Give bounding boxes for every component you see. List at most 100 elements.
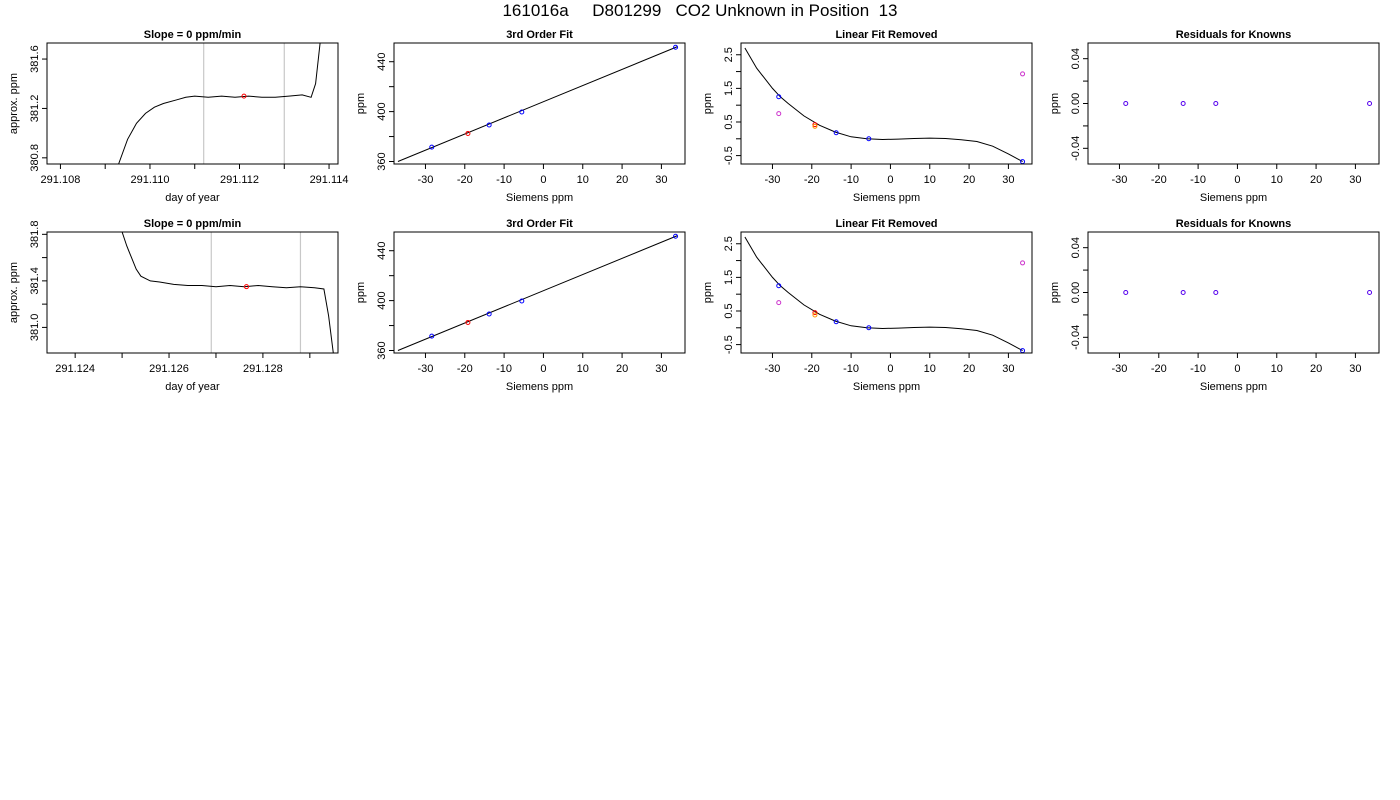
x-tick-label: -30 bbox=[418, 174, 434, 186]
x-tick-label: 0 bbox=[1234, 174, 1240, 186]
x-tick-label: 20 bbox=[616, 174, 628, 186]
y-axis-label: ppm bbox=[702, 93, 714, 114]
y-axis-label: ppm bbox=[1049, 282, 1061, 303]
x-tick-label: -20 bbox=[804, 363, 820, 375]
chart-panel: -30 -20 -10 0 10 20 30 -0.5 0.5 1.5 2.5 Linear Fit … bbox=[702, 29, 1033, 204]
x-tick-label: 30 bbox=[1349, 174, 1361, 186]
data-point bbox=[1367, 290, 1373, 295]
y-tick-label: 1.5 bbox=[723, 270, 735, 285]
chart-panel: 291.124 291.126 291.128 381.0 381.4 381.8 Slop… bbox=[8, 218, 339, 393]
data-point bbox=[866, 136, 872, 142]
data-point bbox=[812, 123, 818, 129]
data-point bbox=[776, 300, 782, 306]
y-tick-label: -0.5 bbox=[723, 335, 735, 354]
x-tick-label: -30 bbox=[765, 174, 781, 186]
plot-frame bbox=[740, 42, 1033, 165]
data-layer bbox=[744, 47, 1026, 164]
x-tick-label: 20 bbox=[963, 363, 975, 375]
x-tick-label: 20 bbox=[963, 174, 975, 186]
data-point bbox=[429, 333, 435, 339]
fit-curve bbox=[744, 236, 1023, 352]
chart-panel: -30 -20 -10 0 10 20 30 -0.5 0.5 1.5 2.5 Linear Fit … bbox=[702, 218, 1033, 393]
y-tick-label: 2.5 bbox=[723, 236, 735, 251]
data-point bbox=[673, 233, 679, 239]
y-axis-label: approx. ppm bbox=[8, 262, 20, 323]
x-tick-label: -30 bbox=[765, 363, 781, 375]
y-axis-label: ppm bbox=[1049, 93, 1061, 114]
y-axis-label: ppm bbox=[355, 282, 367, 303]
x-tick-label: 291.114 bbox=[310, 174, 349, 186]
y-tick-label: 381.8 bbox=[29, 221, 41, 249]
chart-title: Slope = 0 ppm/min bbox=[144, 218, 242, 230]
x-axis-label: Siemens ppm bbox=[506, 192, 573, 204]
fit-curve bbox=[744, 47, 1023, 163]
x-tick-label: 291.126 bbox=[149, 363, 189, 375]
data-layer bbox=[121, 232, 334, 353]
y-tick-label: 0.5 bbox=[723, 303, 735, 318]
data-point bbox=[429, 144, 435, 150]
data-point bbox=[776, 111, 782, 117]
chart-title: 3rd Order Fit bbox=[506, 218, 573, 230]
data-layer bbox=[744, 236, 1026, 353]
x-tick-label: 291.128 bbox=[243, 363, 283, 375]
x-tick-label: 0 bbox=[887, 363, 893, 375]
y-tick-label: -0.04 bbox=[1070, 136, 1082, 161]
x-tick-label: -10 bbox=[496, 174, 512, 186]
x-tick-label: -20 bbox=[1151, 363, 1167, 375]
y-axis-label: ppm bbox=[355, 93, 367, 114]
x-tick-label: 10 bbox=[1271, 363, 1283, 375]
data-layer bbox=[397, 233, 679, 351]
x-tick-label: 30 bbox=[1002, 174, 1014, 186]
x-tick-label: 30 bbox=[1002, 363, 1014, 375]
data-point bbox=[519, 298, 525, 304]
x-tick-label: 30 bbox=[1349, 363, 1361, 375]
x-tick-label: 30 bbox=[655, 363, 667, 375]
chart-panel: -30 -20 -10 0 10 20 30 360 400 440 3rd Order Fit Si… bbox=[355, 29, 686, 204]
x-tick-label: -30 bbox=[418, 363, 434, 375]
average-point bbox=[241, 93, 247, 99]
y-tick-label: 0.00 bbox=[1070, 93, 1082, 114]
chart-title: Residuals for Knowns bbox=[1176, 218, 1292, 230]
plot-frame bbox=[46, 42, 339, 165]
y-tick-label: 0.04 bbox=[1070, 237, 1082, 258]
x-tick-label: 20 bbox=[616, 363, 628, 375]
data-point bbox=[1367, 101, 1373, 106]
data-point bbox=[1180, 290, 1186, 295]
data-point bbox=[1180, 101, 1186, 106]
plot-frame bbox=[1087, 42, 1380, 165]
y-tick-label: 360 bbox=[376, 341, 388, 359]
x-tick-label: 291.124 bbox=[55, 363, 95, 375]
plot-frame bbox=[393, 231, 686, 354]
x-axis-label: Siemens ppm bbox=[853, 192, 920, 204]
plot-frame bbox=[1087, 231, 1380, 354]
data-point bbox=[866, 325, 872, 331]
x-tick-label: -10 bbox=[1190, 174, 1206, 186]
x-axis-label: day of year bbox=[165, 381, 220, 393]
y-tick-label: 381.6 bbox=[29, 45, 41, 73]
data-point bbox=[776, 94, 782, 100]
x-tick-label: -20 bbox=[457, 363, 473, 375]
x-tick-label: 20 bbox=[1310, 363, 1322, 375]
x-tick-label: 10 bbox=[924, 174, 936, 186]
data-point bbox=[1020, 260, 1026, 266]
x-tick-label: 291.110 bbox=[130, 174, 169, 186]
chart-title: Linear Fit Removed bbox=[835, 218, 937, 230]
chart-title: 3rd Order Fit bbox=[506, 29, 573, 41]
y-tick-label: 0.00 bbox=[1070, 282, 1082, 303]
plot-frame bbox=[393, 42, 686, 165]
data-point bbox=[812, 312, 818, 318]
data-point bbox=[1020, 71, 1026, 77]
data-point bbox=[1123, 101, 1129, 106]
x-axis-label: Siemens ppm bbox=[506, 381, 573, 393]
x-axis-label: Siemens ppm bbox=[1200, 192, 1267, 204]
y-tick-label: 381.2 bbox=[29, 95, 41, 123]
data-point bbox=[812, 310, 818, 316]
data-point bbox=[519, 109, 525, 115]
chart-panel: -30 -20 -10 0 10 20 30 360 400 440 3rd Order Fit Si… bbox=[355, 218, 686, 393]
x-tick-label: -10 bbox=[1190, 363, 1206, 375]
y-tick-label: 400 bbox=[376, 291, 388, 309]
x-tick-label: 291.112 bbox=[220, 174, 259, 186]
x-axis-label: day of year bbox=[165, 192, 220, 204]
x-tick-label: -10 bbox=[496, 363, 512, 375]
